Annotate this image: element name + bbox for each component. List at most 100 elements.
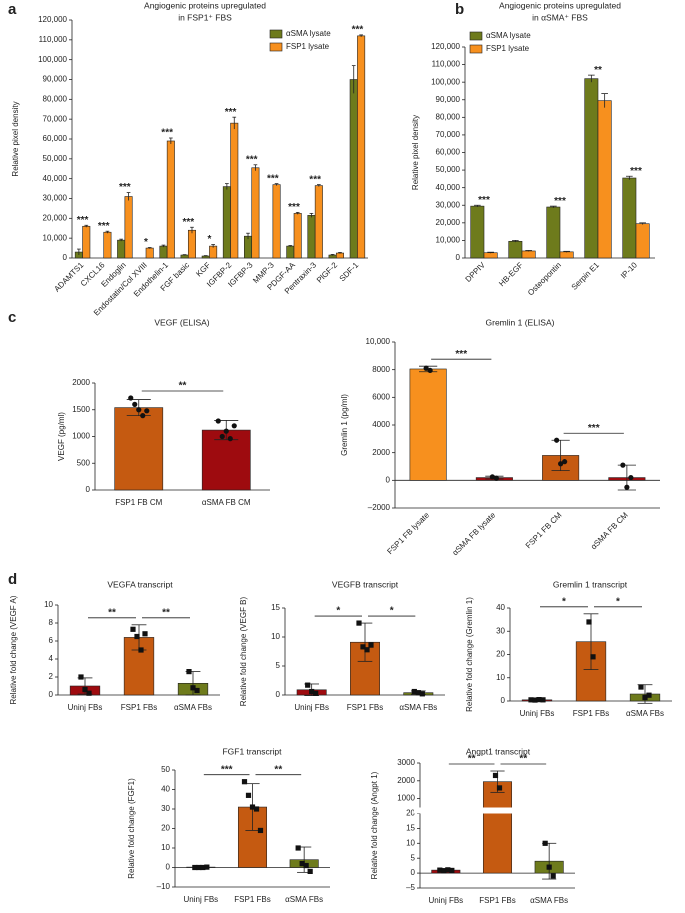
bar (314, 185, 323, 259)
y-tick-label: 20 (406, 809, 415, 818)
bar (180, 254, 189, 259)
legend-swatch (469, 31, 483, 41)
y-tick-label: 50,000 (436, 165, 461, 174)
y-tick-label: 30 (496, 626, 505, 635)
y-tick-label: 6000 (372, 392, 390, 401)
x-tick-label: KGF (194, 260, 212, 278)
data-point (309, 688, 315, 695)
x-tick-label: FSP1 FBs (234, 895, 270, 904)
data-point (550, 873, 556, 879)
y-tick-label: 0 (276, 690, 281, 699)
significance: *** (309, 174, 321, 185)
significance: * (336, 606, 340, 617)
data-point (190, 685, 196, 691)
y-tick-label: 8000 (372, 365, 390, 374)
y-axis-label: Relative fold change (VEGF B) (239, 596, 248, 706)
x-tick-label: FSP1 FB CM (524, 510, 564, 550)
legend-label: αSMA lysate (286, 29, 331, 38)
data-point (186, 669, 192, 675)
bar (286, 245, 295, 259)
x-tick-label: HB-EGF (497, 260, 525, 288)
data-point (144, 408, 150, 414)
legend-label: αSMA lysate (486, 31, 531, 40)
y-tick-label: 50 (161, 765, 170, 774)
y-tick-label: 4 (49, 654, 54, 663)
legend-label: FSP1 lysate (486, 44, 530, 53)
y-tick-label: 70,000 (436, 130, 461, 139)
y-tick-label: 10 (44, 600, 53, 609)
data-point (445, 867, 451, 873)
chart-title: Gremlin 1 transcript (553, 579, 628, 589)
x-tick-label: FSP1 FBs (347, 703, 383, 712)
data-point (194, 687, 200, 694)
y-tick-label: 120,000 (38, 15, 67, 24)
bar (482, 781, 513, 874)
x-tick-label: Uninj FBs (183, 895, 218, 904)
bar (145, 247, 154, 259)
data-point (313, 690, 319, 696)
x-tick-label: SDF-1 (338, 260, 361, 283)
significance: * (390, 606, 394, 617)
y-tick-label: 15 (271, 603, 280, 612)
data-point (249, 804, 256, 810)
y-tick-label: 0 (411, 868, 416, 877)
significance: ** (468, 754, 476, 765)
x-tick-label: Serpin E1 (570, 260, 602, 292)
data-point (219, 433, 225, 440)
bar (349, 79, 358, 259)
data-point (130, 626, 136, 632)
bar (546, 206, 561, 259)
legend-swatch (269, 42, 283, 52)
y-tick-label: 2 (49, 672, 54, 681)
y-tick-label: 0 (63, 253, 68, 262)
significance: * (562, 596, 566, 607)
y-tick-label: 120,000 (431, 42, 460, 51)
bar (117, 239, 126, 259)
chart-title: in FSP1⁺ FBS (178, 12, 232, 22)
bar (483, 252, 498, 259)
bar (82, 225, 91, 259)
y-tick-label: 60,000 (436, 148, 461, 157)
data-point (441, 868, 447, 874)
bar (222, 186, 231, 259)
bar (230, 122, 239, 259)
axis-break (414, 807, 575, 814)
data-point (204, 864, 210, 870)
x-tick-label: Uninj FBs (294, 703, 329, 712)
bar (559, 251, 574, 259)
y-tick-label: 90,000 (43, 75, 68, 84)
data-point (132, 401, 138, 407)
data-point (196, 864, 202, 871)
x-tick-label: FSP1 FBs (479, 896, 515, 905)
chart-title: Angiogenic proteins upregulated (499, 0, 621, 10)
y-axis-label: Relative fold change (Angpt 1) (370, 771, 379, 879)
significance: *** (77, 215, 89, 226)
x-tick-label: FSP1 FBs (121, 703, 157, 712)
significance: *** (478, 195, 490, 206)
bar (159, 245, 168, 259)
y-axis-label: Relative fold change (VEGF A) (9, 595, 18, 704)
significance: *** (267, 173, 279, 184)
significance: *** (288, 202, 300, 213)
x-tick-label: αSMA FBs (626, 709, 664, 718)
data-point (532, 697, 538, 703)
bar (272, 184, 281, 259)
x-tick-label: αSMA FBs (285, 895, 323, 904)
legend-swatch (469, 44, 483, 54)
y-tick-label: 0 (456, 253, 461, 262)
bar (409, 368, 447, 481)
x-tick-label: FSP1 FB CM (115, 498, 162, 507)
significance: ** (108, 607, 116, 618)
y-tick-label: 2000 (397, 776, 415, 785)
y-tick-label: 3000 (397, 758, 415, 767)
data-point (360, 644, 366, 650)
data-point (303, 862, 309, 869)
data-point (620, 462, 626, 468)
chart-title: Angpt1 transcript (466, 746, 531, 756)
data-point (642, 694, 648, 701)
data-point (192, 864, 198, 871)
y-axis-label: Relative pixel density (11, 101, 20, 176)
y-tick-label: 500 (77, 458, 91, 467)
y-tick-label: 30,000 (43, 194, 68, 203)
data-point (493, 475, 499, 481)
